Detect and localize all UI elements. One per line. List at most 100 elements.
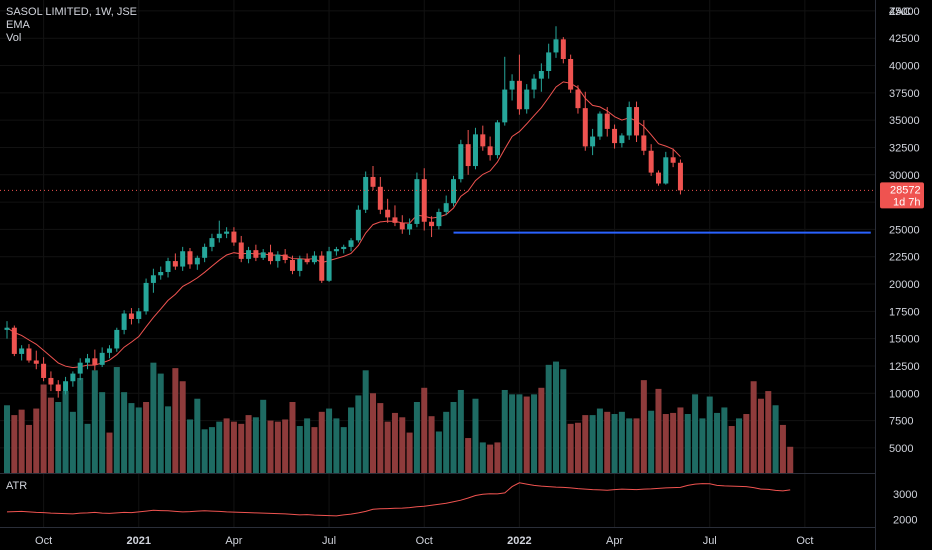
volume-bar	[289, 401, 296, 473]
volume-bar	[77, 377, 84, 473]
candle-body	[414, 179, 420, 224]
volume-bar	[692, 394, 699, 473]
candle-body	[172, 261, 178, 267]
volume-indicator-label[interactable]: Vol	[6, 32, 22, 44]
candle-body	[509, 80, 515, 90]
atr-layer	[6, 482, 791, 517]
volume-bar	[106, 432, 113, 473]
volume-bar	[648, 410, 655, 473]
candle-body	[363, 176, 369, 210]
volume-bar	[487, 444, 494, 473]
atr-tick-label: 3000	[893, 489, 917, 501]
candle-body	[407, 223, 413, 230]
candle-body	[670, 157, 676, 163]
candle-body	[619, 135, 625, 144]
volume-bar	[187, 419, 193, 473]
candle-body	[187, 251, 193, 265]
candle-body	[77, 362, 83, 374]
volume-bar	[4, 405, 10, 473]
volume-bar	[223, 418, 230, 473]
volume-bar	[699, 418, 706, 473]
candle-body	[150, 275, 156, 283]
volume-bar	[179, 381, 186, 473]
volume-bar	[40, 384, 47, 473]
candle-body	[326, 251, 332, 281]
candle-body	[465, 144, 471, 167]
candle-body	[304, 258, 310, 263]
volume-bar	[553, 361, 559, 473]
price-tick-label: 10000	[889, 388, 920, 400]
atr-line	[6, 482, 791, 517]
volume-bar	[757, 398, 764, 473]
volume-bar	[201, 429, 208, 473]
volume-bar	[670, 412, 677, 473]
volume-bar	[706, 396, 713, 473]
candle-body	[180, 251, 186, 267]
ema-indicator-label[interactable]: EMA	[6, 19, 30, 31]
candle-body	[99, 352, 105, 365]
bar-countdown: 1d 7h	[893, 196, 921, 208]
volume-bar	[69, 411, 76, 473]
atr-indicator-label[interactable]: ATR	[6, 480, 28, 492]
price-axis[interactable]: 4500042500400003750035000325003000027500…	[889, 6, 920, 455]
candle-body	[458, 144, 464, 180]
volume-bar	[377, 403, 384, 473]
candle-body	[451, 179, 457, 204]
candle-body	[33, 360, 39, 364]
candle-body	[253, 250, 259, 258]
candle-body	[333, 249, 339, 252]
volume-bar	[370, 393, 376, 473]
candle-body	[106, 348, 112, 353]
candle-body	[209, 238, 215, 247]
candle-body	[158, 272, 164, 276]
volume-bar	[318, 411, 325, 473]
volume-bar	[18, 409, 25, 473]
symbol-title[interactable]: SASOL LIMITED, 1W, JSE	[6, 6, 138, 18]
volume-bar	[714, 412, 721, 473]
volume-bar	[421, 387, 428, 473]
candle-body	[531, 78, 537, 90]
candle-body	[231, 231, 237, 243]
volume-bar	[296, 426, 303, 473]
candle-body	[487, 146, 493, 156]
volume-bar	[560, 369, 567, 473]
volume-bar	[435, 431, 442, 473]
atr-legend: ATR	[6, 480, 27, 493]
volume-bar	[91, 370, 98, 473]
volume-bar	[333, 418, 340, 473]
price-tick-label: 35000	[889, 115, 920, 127]
volume-bar	[450, 401, 457, 473]
volume-bar	[721, 407, 728, 473]
candle-body	[260, 252, 266, 258]
volume-bar	[457, 389, 464, 473]
volume-bar	[574, 422, 581, 473]
candle-body	[289, 259, 295, 271]
volume-bar	[443, 411, 450, 473]
volume-bar	[604, 411, 611, 473]
volume-bar	[348, 407, 355, 473]
candle-body	[41, 363, 47, 378]
volume-bar	[135, 407, 142, 473]
candle-body	[355, 209, 361, 241]
candle-body	[575, 89, 581, 109]
candle-body	[634, 107, 640, 136]
volume-bar	[479, 442, 486, 473]
time-axis[interactable]: Oct 2021 Apr Jul Oct 2022 Apr Jul Oct	[35, 535, 813, 547]
price-tick-label: 40000	[889, 61, 920, 73]
volume-bar	[589, 415, 596, 473]
time-tick-label: Apr	[225, 535, 242, 547]
candle-body	[282, 254, 288, 260]
candle-body	[194, 257, 200, 265]
volume-bar	[194, 398, 201, 473]
candle-body	[604, 113, 610, 129]
candle-body	[19, 348, 25, 354]
candle-body	[275, 254, 281, 262]
chart-legend: SASOL LIMITED, 1W, JSE EMA Vol	[6, 6, 137, 45]
candle-body	[429, 221, 435, 227]
candle-body	[311, 255, 317, 263]
candle-body	[582, 108, 588, 147]
volume-bar	[626, 418, 633, 473]
time-tick-label: Jul	[703, 535, 717, 547]
candle-body	[48, 377, 54, 385]
